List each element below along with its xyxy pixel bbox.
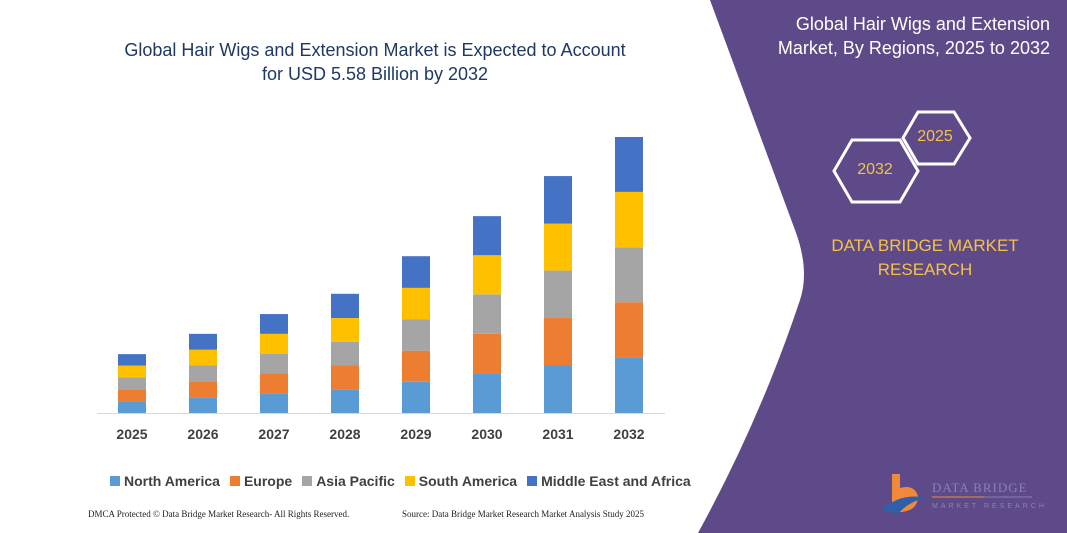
x-tick-label: 2028 xyxy=(329,426,360,442)
bar-2026-europe xyxy=(189,381,217,398)
bar-2029-south-america xyxy=(402,287,430,320)
bar-2027-north-america xyxy=(260,393,288,413)
x-tick-label: 2032 xyxy=(613,426,644,442)
bar-2025-europe xyxy=(118,389,146,402)
stacked-bar-chart: 2025 2026 2027 2028 2029 2030 2031 2032 xyxy=(97,137,665,442)
bar-2031-asia-pacific xyxy=(544,270,572,319)
bar-2029-europe xyxy=(402,350,430,382)
brand-text: DATA BRIDGE MARKET RESEARCH xyxy=(831,236,1019,279)
legend-item: South America xyxy=(404,473,518,489)
legend-item: Middle East and Africa xyxy=(527,473,691,489)
legend-item: North America xyxy=(110,473,220,489)
bar-2028-north-america xyxy=(331,389,359,413)
hexagon-2032 xyxy=(832,138,920,204)
x-tick-label: 2026 xyxy=(187,426,218,442)
bar-2030-europe xyxy=(473,333,501,374)
bar-2031-europe xyxy=(544,318,572,366)
legend-label: Asia Pacific xyxy=(316,473,395,489)
bar-2027-middle-east-and-africa xyxy=(260,314,288,334)
bar-2032-south-america xyxy=(615,191,643,248)
x-tick-label: 2031 xyxy=(542,426,573,442)
panel-title: Global Hair Wigs and Extension Market, B… xyxy=(777,14,1050,58)
x-tick-label: 2027 xyxy=(258,426,289,442)
bar-2028-middle-east-and-africa xyxy=(331,293,359,319)
bar-2031-north-america xyxy=(544,365,572,413)
legend-swatch xyxy=(110,476,120,486)
x-tick-label: 2025 xyxy=(116,426,147,442)
bar-2032-north-america xyxy=(615,357,643,413)
bar-2027-south-america xyxy=(260,333,288,354)
legend-label: South America xyxy=(418,473,518,489)
legend-label: North America xyxy=(124,473,220,489)
legend-item: Asia Pacific xyxy=(302,473,395,489)
hexagon-2025 xyxy=(901,110,972,166)
bar-2031-south-america xyxy=(544,223,572,271)
hex-label-2025: 2025 xyxy=(917,128,953,145)
bar-2030-asia-pacific xyxy=(473,294,501,334)
legend-label: Middle East and Africa xyxy=(541,473,691,489)
bar-2030-south-america xyxy=(473,255,501,295)
bar-2026-south-america xyxy=(189,349,217,366)
legend-swatch xyxy=(404,476,415,486)
svg-text:MARKET RESEARCH: MARKET RESEARCH xyxy=(932,503,1047,510)
bar-2025-north-america xyxy=(118,401,146,413)
legend-swatch xyxy=(229,476,240,486)
x-tick-label: 2030 xyxy=(471,426,502,442)
bar-2026-middle-east-and-africa xyxy=(189,333,217,350)
bar-2029-middle-east-and-africa xyxy=(402,256,430,288)
hex-label-2032: 2032 xyxy=(857,161,893,178)
bar-2028-asia-pacific xyxy=(331,341,359,366)
bar-2025-south-america xyxy=(118,365,146,378)
bar-2026-north-america xyxy=(189,397,217,413)
bar-2030-north-america xyxy=(473,373,501,413)
chart-title: Global Hair Wigs and Extension Market is… xyxy=(124,40,626,84)
data-bridge-logo: DATA BRIDGE MARKET RESEARCH xyxy=(882,474,1047,514)
bar-2032-middle-east-and-africa xyxy=(615,137,643,192)
bar-2028-south-america xyxy=(331,318,359,342)
bar-2029-north-america xyxy=(402,381,430,413)
bar-2030-middle-east-and-africa xyxy=(473,216,501,256)
legend-label: Europe xyxy=(243,473,293,489)
bar-2025-asia-pacific xyxy=(118,377,146,390)
x-tick-label: 2029 xyxy=(400,426,431,442)
bar-2029-asia-pacific xyxy=(402,319,430,351)
legend-item: Europe xyxy=(229,473,293,489)
legend: North America Europe Asia Pacific South Ame… xyxy=(110,473,691,489)
footer-source: Source: Data Bridge Market Research Mark… xyxy=(402,509,644,519)
bar-2032-asia-pacific xyxy=(615,247,643,303)
bar-2031-middle-east-and-africa xyxy=(544,176,572,224)
bar-2025-middle-east-and-africa xyxy=(118,354,146,366)
bar-2027-asia-pacific xyxy=(260,353,288,374)
bar-2032-europe xyxy=(615,302,643,358)
bar-2028-europe xyxy=(331,365,359,390)
footer-copyright: DMCA Protected © Data Bridge Market Rese… xyxy=(88,509,350,519)
bar-2027-europe xyxy=(260,373,288,394)
legend-swatch xyxy=(527,476,538,486)
legend-swatch xyxy=(302,476,313,486)
bar-2026-asia-pacific xyxy=(189,365,217,382)
svg-text:DATA BRIDGE: DATA BRIDGE xyxy=(932,480,1028,495)
